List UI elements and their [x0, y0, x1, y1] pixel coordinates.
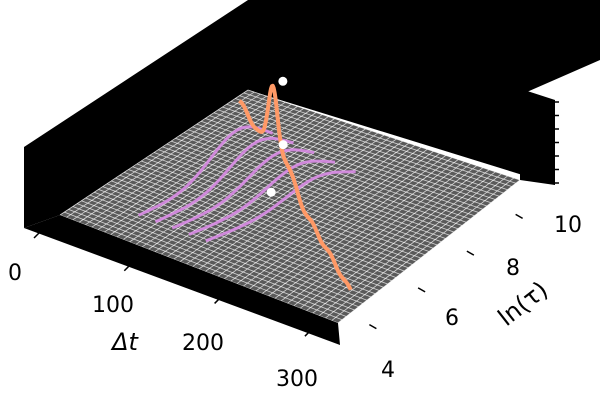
y-tick-label-4: 4: [381, 358, 395, 383]
grid-line-y: [239, 95, 512, 187]
slice-curve: [188, 159, 336, 236]
curve-marker: [266, 187, 276, 197]
grid-line-x: [337, 179, 521, 324]
grid-line-x: [280, 161, 465, 302]
grid-line-y: [153, 152, 430, 252]
grid-line-y: [179, 135, 454, 233]
grid-line-x: [205, 136, 391, 272]
grid-line-y: [170, 140, 446, 239]
slice-curves: [137, 125, 356, 243]
slice-curve: [171, 148, 315, 230]
curve-marker: [278, 140, 288, 150]
x-tick-mark: [214, 296, 222, 304]
grid-line-y: [200, 120, 475, 217]
x-tick-label-100: 100: [92, 293, 134, 318]
grid-line-x: [242, 148, 428, 287]
grid-line-x: [287, 163, 471, 304]
grid-line-x: [249, 151, 434, 289]
grid-line-x: [261, 155, 447, 294]
grid-line-y: [205, 118, 479, 213]
grid-line-y: [243, 92, 516, 184]
main-curve: [238, 83, 353, 291]
z-axis-ticks: [551, 101, 559, 184]
y-tick-mark: [515, 213, 523, 220]
back-pane-left: [24, 0, 248, 228]
grid-line-x: [331, 177, 515, 321]
x-tick-label-300: 300: [276, 367, 318, 392]
grid-line-x: [299, 167, 484, 309]
y-tick-mark: [466, 250, 475, 256]
x-tick-mark: [33, 231, 41, 239]
x-axis-label: Δt: [110, 328, 139, 356]
grid-line-y: [226, 103, 500, 197]
grid-line-x: [318, 173, 502, 316]
y-tick-mark: [369, 323, 377, 330]
back-pane-right-wall: [248, 0, 555, 185]
grid-line-y: [188, 129, 463, 226]
grid-line-x: [274, 159, 459, 299]
slice-curve: [205, 170, 356, 243]
grid-line-x: [236, 146, 422, 285]
x-tick-label-200: 200: [182, 331, 224, 356]
grid-line-x: [230, 144, 416, 282]
x-axis-ticks: [33, 231, 312, 337]
y-axis-ticks: [369, 213, 523, 330]
x-tick-label-0: 0: [8, 261, 22, 286]
grid-line-y: [247, 89, 521, 181]
grid-line-y: [183, 132, 459, 230]
y-tick-label-6: 6: [445, 306, 459, 331]
grid-line-x: [268, 157, 453, 297]
grid-line-y: [166, 143, 442, 243]
floor-grid: [59, 89, 521, 324]
grid-line-x: [306, 169, 490, 312]
grid-line-x: [325, 175, 508, 319]
grid-line-x: [293, 165, 477, 307]
curve-marker: [278, 76, 288, 86]
floor-pane: [60, 90, 520, 323]
y-tick-mark: [417, 287, 426, 293]
grid-line-x: [255, 153, 440, 292]
grid-line-y: [209, 115, 483, 210]
grid-line-y: [175, 137, 450, 236]
grid-line-y: [222, 106, 496, 200]
grid-line-x: [217, 140, 403, 277]
y-tick-label-10: 10: [554, 213, 582, 238]
grid-line-x: [224, 142, 409, 280]
grid-line-x: [312, 171, 496, 314]
slice-curve: [137, 125, 274, 217]
grid-line-y: [235, 98, 508, 191]
x-tick-mark: [123, 264, 131, 272]
front-wall: [24, 215, 340, 345]
x-tick-mark: [304, 329, 312, 337]
y-tick-label-8: 8: [506, 256, 520, 281]
slice-curve: [154, 136, 294, 224]
y-axis-label: ln(τ): [493, 276, 554, 332]
curve-markers: [266, 76, 288, 197]
